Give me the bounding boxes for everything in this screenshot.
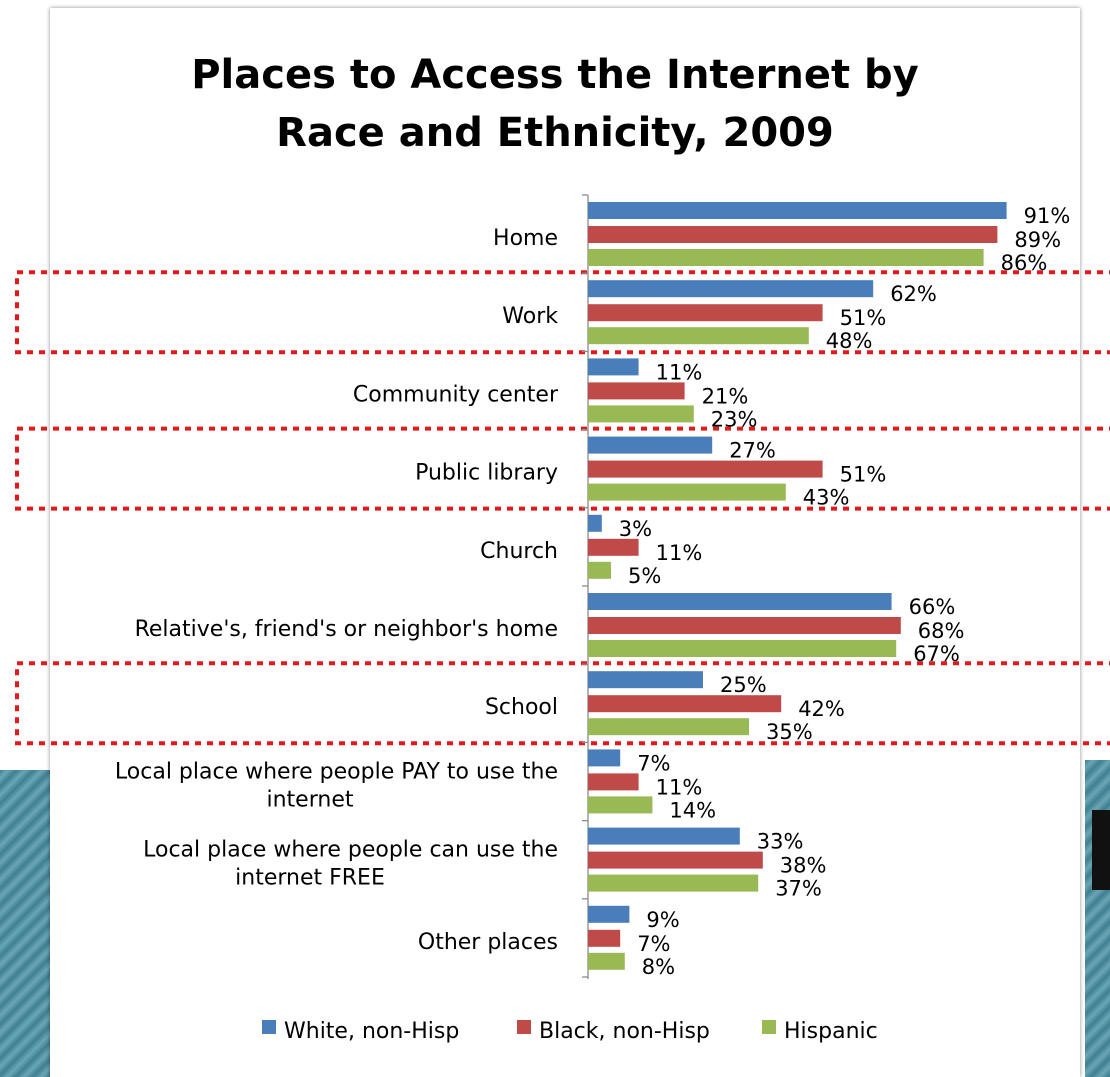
- bar: [588, 695, 782, 713]
- bar: [588, 905, 630, 923]
- bar: [588, 358, 639, 376]
- data-label: 62%: [890, 282, 937, 306]
- bar: [588, 280, 874, 298]
- bar: [588, 561, 611, 579]
- chart-title-line: Race and Ethnicity, 2009: [276, 110, 834, 156]
- bar: [588, 483, 786, 501]
- bar: [588, 617, 901, 634]
- data-label: 14%: [669, 798, 716, 822]
- bars: [588, 202, 1007, 970]
- data-label: 35%: [766, 720, 813, 744]
- data-label: 38%: [780, 854, 827, 878]
- bar: [588, 249, 984, 266]
- bar: [588, 304, 823, 322]
- data-label: 68%: [918, 619, 965, 643]
- data-label: 51%: [840, 463, 887, 487]
- data-label: 66%: [909, 595, 956, 619]
- data-label: 27%: [729, 439, 776, 463]
- data-label: 43%: [803, 486, 850, 510]
- bar: [588, 796, 653, 814]
- bar: [588, 382, 685, 400]
- data-label: 37%: [775, 877, 822, 901]
- background-dark-block: [1092, 810, 1110, 890]
- data-label: 48%: [826, 329, 873, 353]
- data-label: 21%: [702, 384, 749, 408]
- category-label: internet: [267, 787, 354, 812]
- category-axis: [582, 194, 589, 979]
- data-label: 11%: [656, 775, 703, 799]
- data-label: 89%: [1014, 228, 1061, 252]
- bar: [588, 593, 892, 610]
- legend-label: Hispanic: [784, 1019, 878, 1044]
- category-label: Relative's, friend's or neighbor's home: [135, 617, 558, 642]
- category-label: Other places: [418, 930, 558, 955]
- value-labels: 91%89%86%62%51%48%11%21%23%27%51%43%3%11…: [619, 204, 1070, 979]
- data-label: 7%: [637, 932, 670, 956]
- legend-label: White, non-Hisp: [284, 1019, 459, 1044]
- data-label: 8%: [642, 955, 675, 979]
- bar: [588, 460, 823, 478]
- data-label: 51%: [840, 306, 887, 330]
- bar: [588, 851, 763, 869]
- bar: [588, 874, 759, 892]
- data-label: 23%: [711, 407, 758, 431]
- data-label: 3%: [619, 517, 652, 541]
- bar: [588, 514, 602, 532]
- bar: [588, 405, 694, 423]
- data-label: 11%: [656, 360, 703, 384]
- category-label: Local place where people PAY to use the: [115, 759, 558, 784]
- data-label: 11%: [656, 541, 703, 565]
- bar: [588, 749, 621, 767]
- legend: White, non-Hisp Black, non-Hisp Hispanic: [262, 1019, 878, 1044]
- category-label: Local place where people can use the: [143, 838, 558, 863]
- legend-swatch: [262, 1020, 276, 1034]
- category-label: Church: [480, 539, 558, 564]
- category-label: School: [485, 695, 558, 720]
- legend-swatch: [762, 1020, 776, 1034]
- chart-title-line: Places to Access the Internet by: [191, 52, 919, 98]
- data-label: 9%: [646, 908, 679, 932]
- category-label: Community center: [353, 382, 559, 407]
- highlight-box: [15, 661, 1110, 746]
- bar: [588, 718, 749, 736]
- highlight-box: [15, 270, 1110, 355]
- legend-swatch: [517, 1020, 531, 1034]
- data-label: 25%: [720, 673, 767, 697]
- data-label: 67%: [913, 642, 960, 666]
- bar: [588, 226, 998, 243]
- bar: [588, 952, 625, 970]
- highlight-boxes: [15, 270, 1110, 746]
- data-label: 42%: [798, 697, 845, 721]
- highlight-box: [15, 426, 1110, 511]
- bar: [588, 202, 1007, 219]
- category-labels: Home Work Community center Public library Ch…: [115, 226, 559, 955]
- category-label: Public library: [415, 461, 558, 486]
- chart-title: Places to Access the Internet by Race and…: [191, 52, 919, 156]
- data-label: 5%: [628, 564, 661, 588]
- bar: [588, 640, 897, 657]
- data-label: 91%: [1024, 204, 1071, 228]
- bar: [588, 929, 621, 947]
- data-label: 7%: [637, 751, 670, 775]
- bar: [588, 538, 639, 556]
- category-label: Home: [493, 226, 558, 251]
- data-label: 86%: [1001, 251, 1048, 275]
- category-label: Work: [502, 304, 558, 329]
- category-label: internet FREE: [235, 866, 385, 891]
- legend-label: Black, non-Hisp: [539, 1019, 710, 1044]
- data-label: 33%: [757, 830, 804, 854]
- chart-panel: [50, 8, 1080, 1077]
- bar: [588, 671, 703, 689]
- bar: [588, 827, 740, 845]
- bar: [588, 327, 809, 345]
- bar: [588, 436, 713, 454]
- bar: [588, 773, 639, 791]
